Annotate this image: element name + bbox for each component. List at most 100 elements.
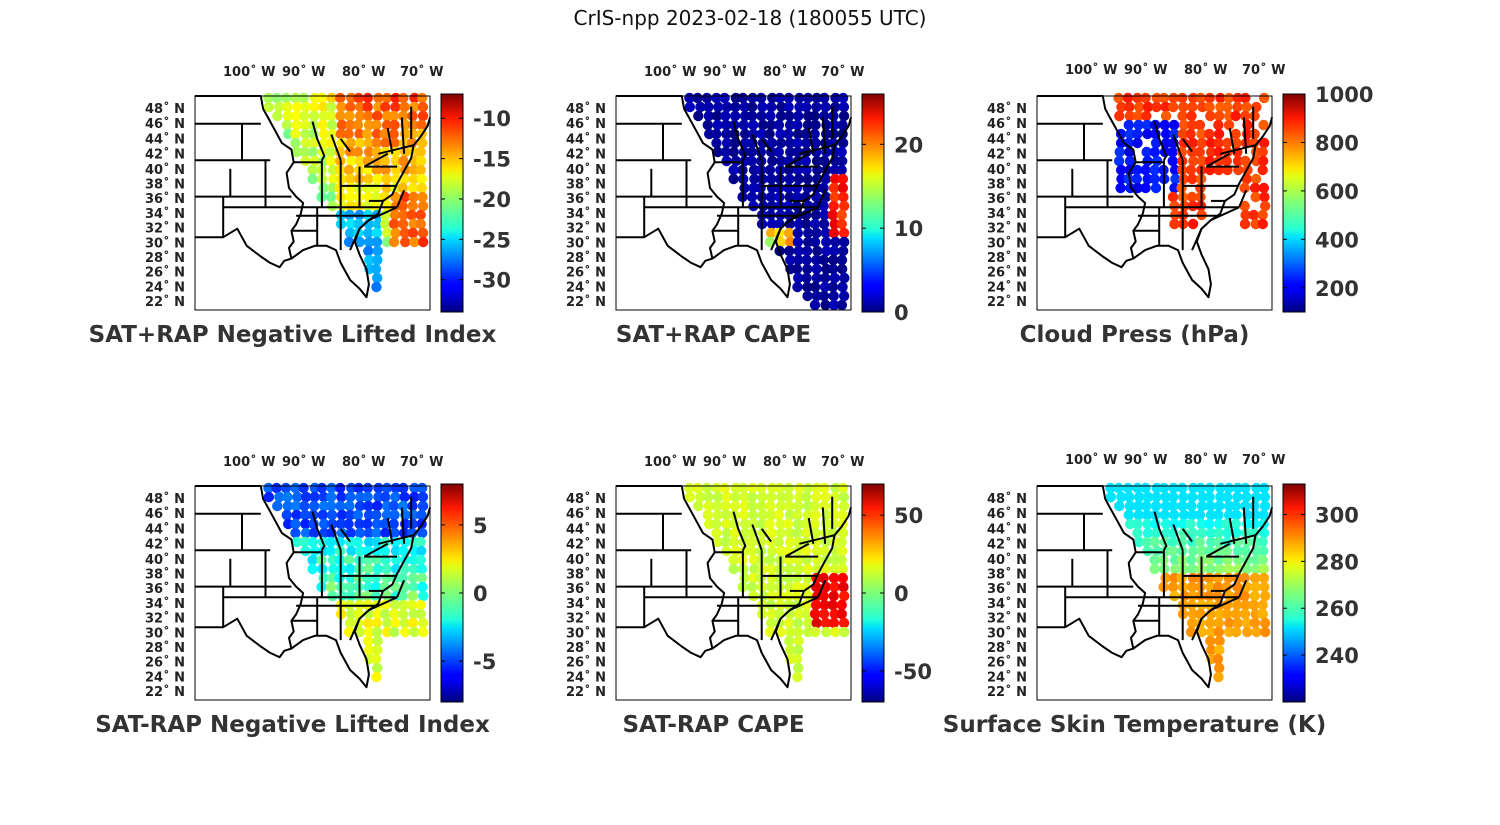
observation-point <box>327 518 338 530</box>
observation-point <box>1250 581 1261 593</box>
observation-point <box>746 536 757 548</box>
observation-point <box>695 101 706 113</box>
observation-point <box>373 482 384 494</box>
observation-point <box>775 527 787 539</box>
observation-point <box>1140 92 1151 104</box>
observation-point <box>1232 155 1244 167</box>
observation-point <box>415 209 426 221</box>
observation-point <box>326 101 337 113</box>
observation-point <box>1149 554 1160 566</box>
observation-point <box>354 137 366 149</box>
observation-point <box>810 119 821 131</box>
observation-point <box>300 509 311 521</box>
observation-point <box>1230 128 1241 140</box>
observation-point <box>1239 110 1251 122</box>
observation-point <box>803 590 814 602</box>
observation-point <box>784 119 796 131</box>
lat-tick-label: 46˚ N <box>566 506 606 522</box>
colorbar-tick-label: 600 <box>1315 180 1359 204</box>
observation-point <box>838 191 849 203</box>
observation-point <box>1187 563 1198 575</box>
observation-point <box>382 617 393 629</box>
observation-point <box>362 92 373 104</box>
observation-point <box>1213 137 1224 149</box>
observation-point <box>1167 536 1178 548</box>
observation-point <box>415 146 426 158</box>
observation-point <box>336 509 348 521</box>
observation-point <box>382 227 393 239</box>
observation-point <box>345 509 356 521</box>
observation-point <box>364 626 375 638</box>
observation-point <box>317 119 328 131</box>
observation-point <box>774 581 785 593</box>
observation-point <box>1231 509 1242 521</box>
observation-point <box>335 128 347 140</box>
observation-point <box>819 272 831 284</box>
observation-point <box>783 227 795 239</box>
observation-point <box>343 518 354 530</box>
observation-point <box>416 527 428 539</box>
observation-point <box>364 644 375 656</box>
lon-tick-label: 70˚ W <box>400 454 443 470</box>
observation-point <box>774 482 785 494</box>
observation-point <box>409 92 420 104</box>
observation-point <box>290 92 301 104</box>
observation-point <box>355 545 366 557</box>
observation-point <box>1259 617 1271 629</box>
map-panel-1: 100˚ W 90˚ W 80˚ W 70˚ W 48˚ N46˚ N44˚ N42˚ … <box>89 64 511 348</box>
lat-tick-label: 46˚ N <box>145 506 185 522</box>
observation-point <box>837 245 849 257</box>
observation-point <box>336 119 348 131</box>
observation-point <box>720 146 731 158</box>
observation-point <box>346 545 357 557</box>
observation-point <box>1105 491 1117 503</box>
observation-point <box>326 92 337 104</box>
observation-point <box>1259 491 1271 503</box>
observation-point <box>1223 119 1235 131</box>
observation-point <box>1258 563 1270 575</box>
observation-point <box>398 92 409 104</box>
lat-tick-label: 28˚ N <box>987 250 1027 266</box>
colorbar-tick-label: 0 <box>473 582 488 606</box>
observation-point <box>345 563 356 575</box>
observation-point <box>785 236 796 248</box>
observation-point <box>328 173 339 185</box>
map-panel-5: 100˚ W 90˚ W 80˚ W 70˚ W 48˚ N46˚ N44˚ N42˚ … <box>566 454 932 738</box>
observation-point <box>300 128 311 140</box>
observation-point <box>792 137 803 149</box>
observation-point <box>309 155 321 167</box>
observation-point <box>415 218 426 230</box>
observation-point <box>776 545 787 557</box>
lat-tick-label: 32˚ N <box>145 611 185 627</box>
colorbar-tick-label: 10 <box>894 217 923 241</box>
observation-point <box>711 500 723 512</box>
observation-point <box>793 272 804 284</box>
observation-point <box>766 119 777 131</box>
observation-point <box>1223 509 1235 521</box>
observation-point <box>828 299 840 311</box>
observation-point <box>1259 200 1271 212</box>
observation-point <box>299 146 310 158</box>
lat-tick-label: 36˚ N <box>145 581 185 597</box>
lon-tick-label: 80˚ W <box>1184 62 1227 78</box>
observation-point <box>354 500 366 512</box>
observation-point <box>417 110 429 122</box>
observation-point <box>828 590 839 602</box>
observation-point <box>397 608 409 620</box>
observation-point <box>371 227 383 239</box>
observation-point <box>397 590 408 602</box>
lon-tick-label: 100˚ W <box>1065 452 1118 468</box>
observation-point <box>739 110 751 122</box>
observation-point <box>739 128 751 140</box>
observation-point <box>1196 128 1207 140</box>
observation-point <box>415 155 427 167</box>
observation-point <box>830 92 841 104</box>
state-boundaries <box>1037 485 1273 689</box>
observation-point <box>821 146 832 158</box>
lon-tick-label: 90˚ W <box>703 64 746 80</box>
observation-point <box>1195 182 1206 194</box>
observation-point <box>737 92 749 104</box>
observation-point <box>344 617 356 629</box>
observation-point <box>1250 173 1262 185</box>
observation-point <box>1188 482 1199 494</box>
